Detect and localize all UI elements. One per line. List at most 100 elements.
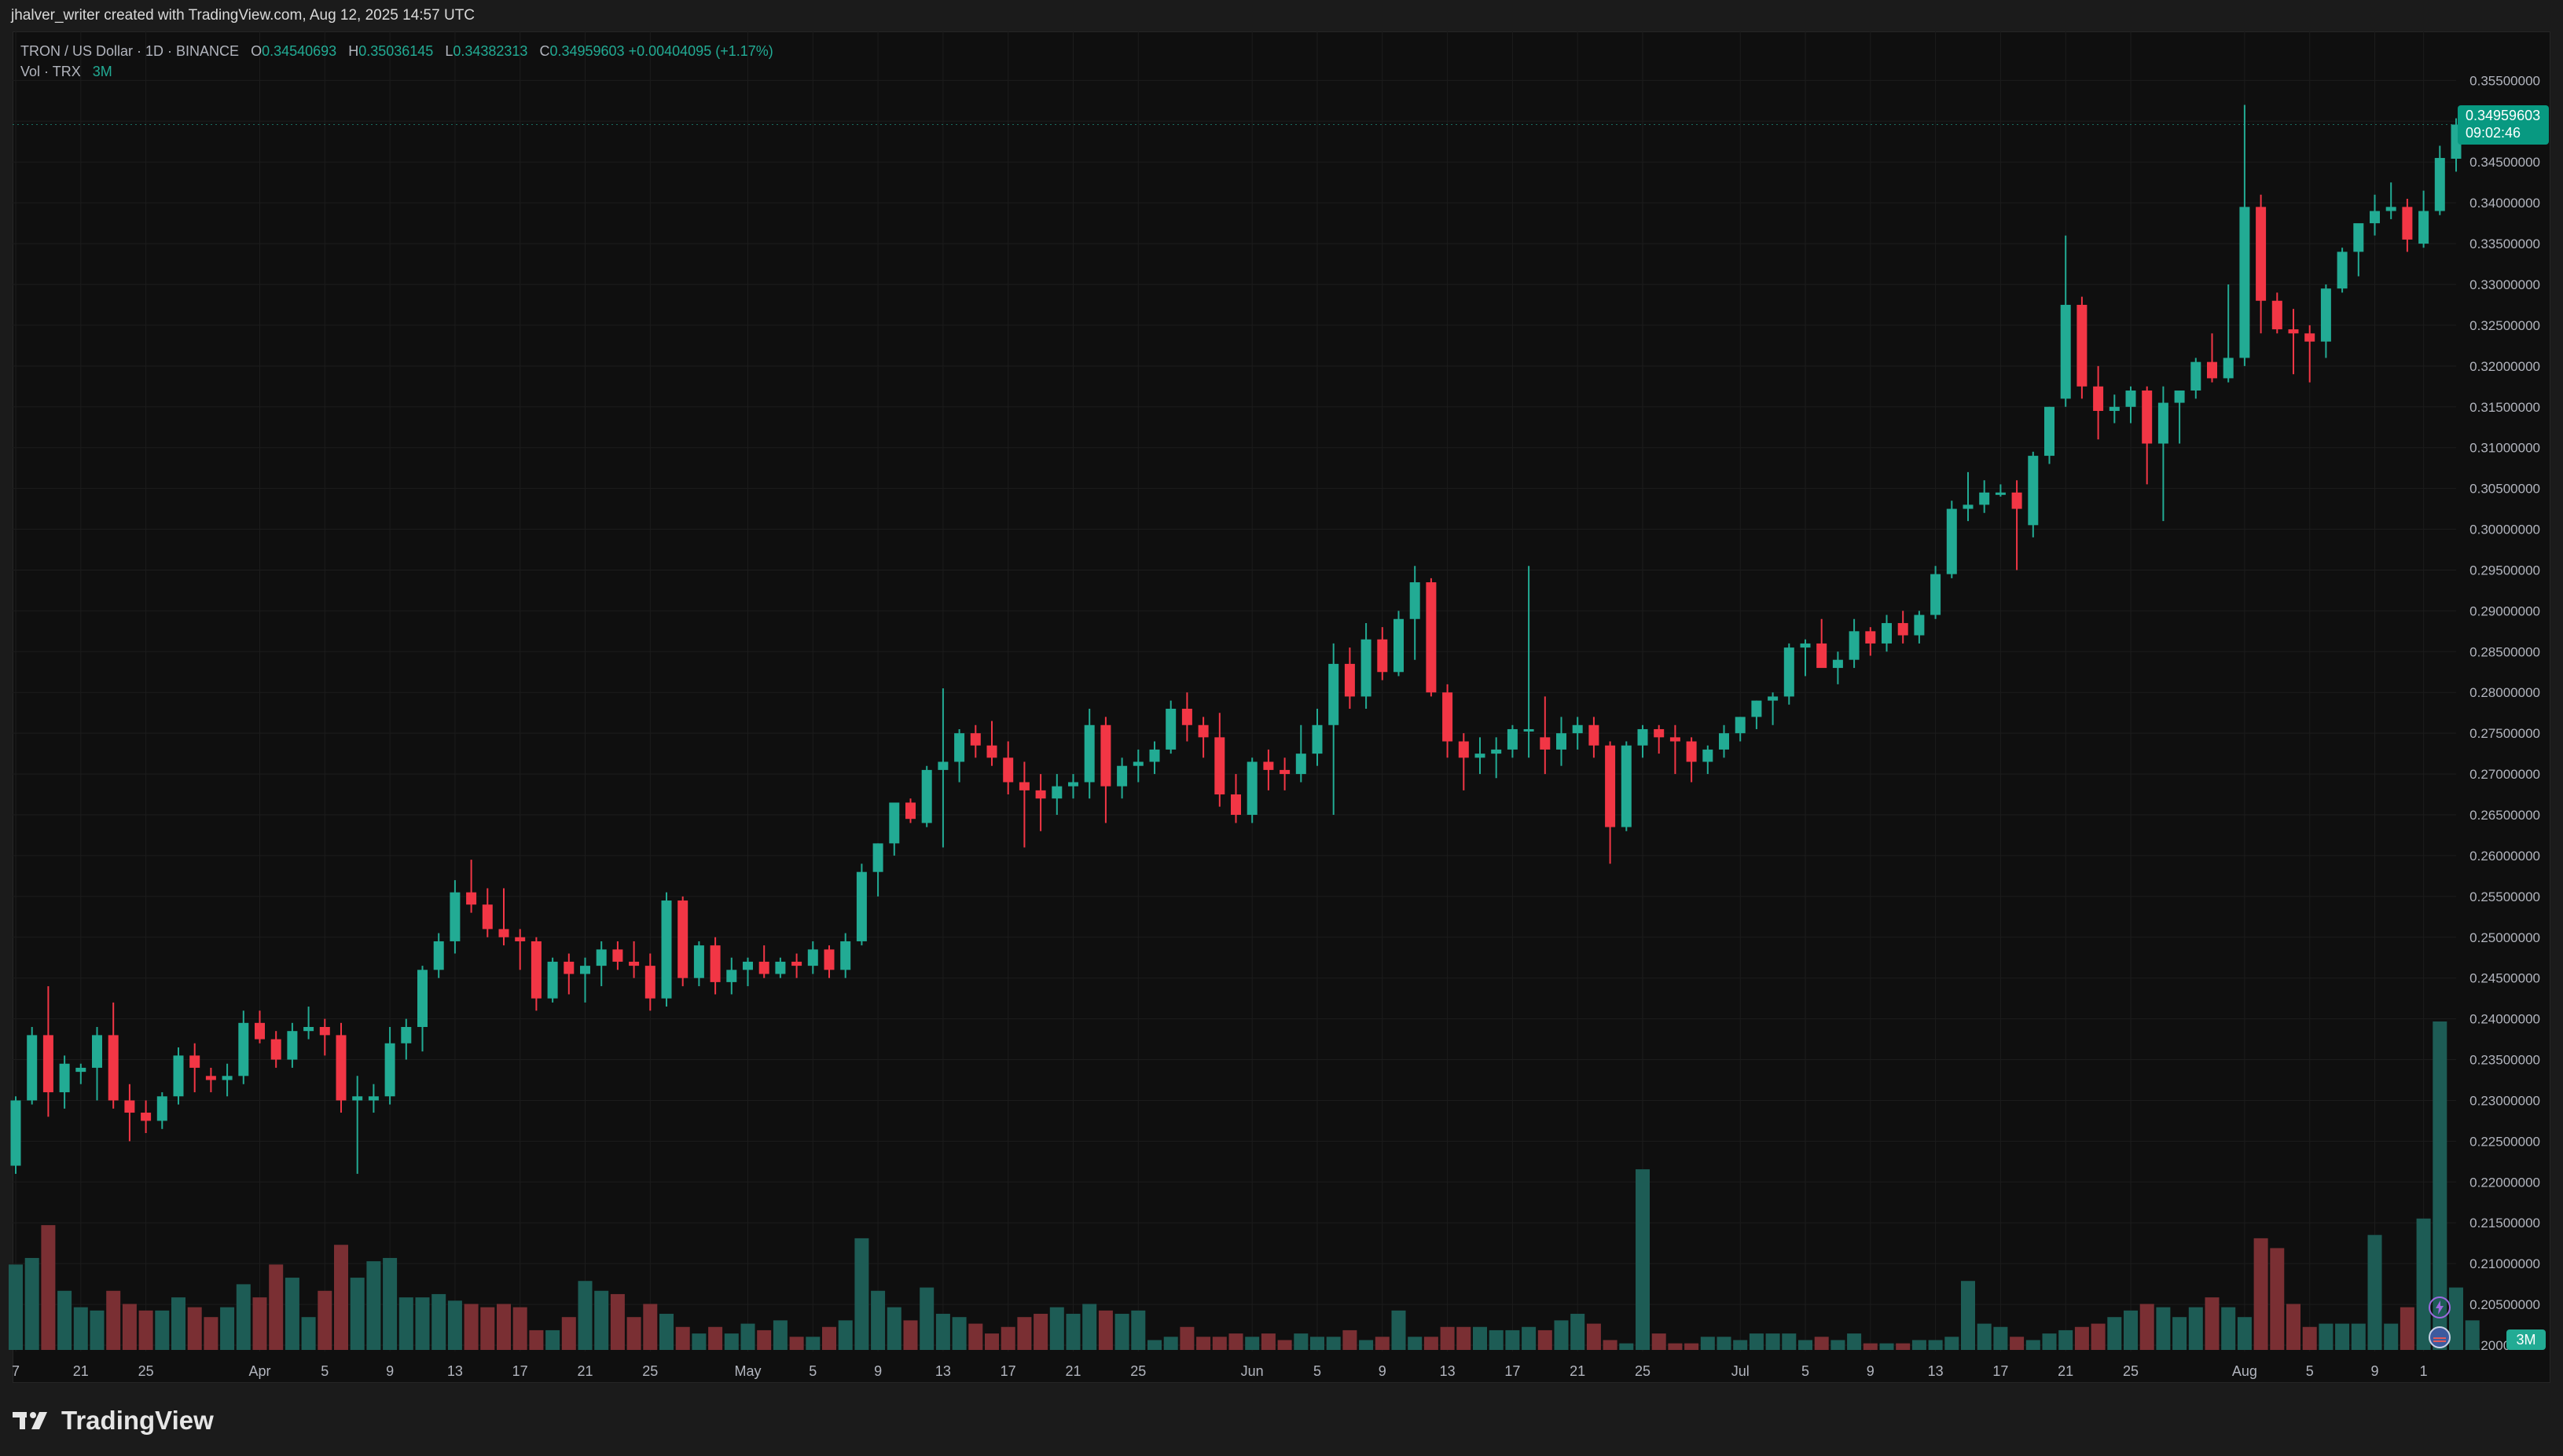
volume-bar — [1668, 1343, 1683, 1350]
volume-bar — [2253, 1238, 2268, 1350]
candle-body — [1100, 724, 1111, 787]
candle-body — [954, 733, 965, 762]
candle-body — [1019, 782, 1030, 790]
volume-bar — [1326, 1337, 1341, 1350]
candle-body — [59, 1063, 70, 1093]
y-tick-label: 0.21500000 — [2469, 1216, 2540, 1230]
chart-frame[interactable] — [13, 31, 2550, 1383]
candle-body — [531, 941, 542, 999]
candle-body — [629, 961, 640, 966]
volume-bar — [2465, 1320, 2480, 1350]
volume-bar — [398, 1297, 413, 1350]
volume-bar — [2205, 1297, 2220, 1350]
volume-bar — [1896, 1343, 1911, 1350]
x-tick-label: 9 — [1867, 1363, 1875, 1379]
legend-volume-row: Vol · TRX 3M — [20, 61, 773, 82]
candle-body — [515, 937, 526, 941]
volume-bar — [935, 1314, 950, 1350]
volume-bar — [578, 1281, 593, 1350]
volume-bar — [301, 1317, 316, 1350]
lightning-icon[interactable] — [2429, 1296, 2451, 1318]
volume-bar — [561, 1317, 576, 1350]
volume-bar — [757, 1329, 772, 1350]
legend-high-value: 0.35036145 — [358, 43, 434, 59]
volume-bar — [659, 1314, 674, 1350]
volume-bar — [122, 1304, 137, 1350]
y-tick-label: 0.22000000 — [2469, 1175, 2540, 1190]
volume-bar — [90, 1310, 105, 1350]
volume-bar — [740, 1323, 755, 1350]
volume-bar — [1342, 1329, 1357, 1350]
volume-bar — [2237, 1317, 2252, 1350]
x-tick-label: 21 — [2058, 1363, 2073, 1379]
y-tick-label: 0.25500000 — [2469, 889, 2540, 904]
current-price-label: 0.34959603 — [2466, 108, 2541, 123]
countdown-label: 09:02:46 — [2466, 125, 2521, 141]
x-tick-label: 13 — [447, 1363, 463, 1379]
volume-bar — [1830, 1340, 1845, 1350]
us-flag-icon[interactable] — [2429, 1326, 2451, 1348]
candle-body — [1181, 709, 1192, 725]
candle-body — [644, 966, 655, 999]
candle-body — [1654, 728, 1665, 738]
candle-body — [1312, 724, 1323, 754]
volume-bar — [708, 1326, 723, 1350]
candle-body — [1426, 582, 1437, 693]
candle-body — [1280, 769, 1291, 775]
candle-body — [1214, 737, 1225, 795]
candle-body — [743, 961, 753, 970]
volume-bar — [2319, 1323, 2334, 1350]
volume-bar — [1375, 1337, 1390, 1350]
candle-body — [2011, 492, 2022, 509]
volume-bar — [952, 1317, 967, 1350]
candle-body — [1360, 639, 1371, 697]
volume-bar — [24, 1257, 39, 1350]
volume-bar — [968, 1323, 983, 1350]
candle-body — [1263, 761, 1274, 770]
candle-body — [287, 1031, 298, 1060]
candle-body — [580, 966, 590, 974]
candle-body — [1768, 696, 1779, 701]
candle-body — [1231, 794, 1241, 815]
volume-bar — [1586, 1323, 1601, 1350]
candle-body — [1572, 724, 1583, 734]
candle-body — [1605, 745, 1616, 827]
volume-bar — [529, 1329, 544, 1350]
candlestick-chart[interactable]: 0.355000000.350000000.345000000.34000000… — [0, 0, 2563, 1383]
volume-bar — [2449, 1287, 2463, 1350]
x-tick-label: 21 — [1065, 1363, 1081, 1379]
legend-volume-value: 3M — [92, 64, 112, 79]
x-tick-label: 17 — [512, 1363, 528, 1379]
volume-bar — [1863, 1343, 1878, 1350]
candle-body — [124, 1100, 135, 1113]
x-tick-label: May — [734, 1363, 761, 1379]
candle-body — [1068, 782, 1078, 787]
x-tick-label: 25 — [138, 1363, 154, 1379]
volume-bar — [1814, 1337, 1829, 1350]
candle-body — [384, 1043, 395, 1097]
candle-body — [10, 1100, 21, 1166]
candle-body — [1995, 492, 2006, 495]
y-tick-label: 0.22500000 — [2469, 1134, 2540, 1149]
volume-bar — [789, 1337, 804, 1350]
candle-body — [1523, 728, 1534, 732]
candle-body — [1409, 582, 1420, 619]
volume-bar — [171, 1297, 185, 1350]
candle-body — [2109, 406, 2120, 411]
candle-body — [2174, 391, 2185, 403]
volume-bar — [1147, 1340, 1162, 1350]
volume-bar — [2286, 1304, 2300, 1350]
volume-bar — [887, 1307, 901, 1350]
y-tick-label: 0.30500000 — [2469, 482, 2540, 497]
x-tick-label: 9 — [2370, 1363, 2378, 1379]
y-tick-label: 0.35500000 — [2469, 73, 2540, 88]
candle-body — [2190, 361, 2201, 391]
candle-body — [401, 1027, 412, 1043]
chart-legend: TRON / US Dollar · 1D · BINANCE O0.34540… — [20, 41, 773, 82]
volume-bar — [1522, 1326, 1537, 1350]
legend-symbol: TRON / US Dollar · 1D · BINANCE — [20, 43, 240, 59]
candle-body — [1442, 692, 1453, 742]
x-tick-label: 9 — [1379, 1363, 1386, 1379]
tradingview-logo[interactable]: TradingView — [13, 1405, 214, 1436]
candle-body — [2353, 223, 2364, 252]
